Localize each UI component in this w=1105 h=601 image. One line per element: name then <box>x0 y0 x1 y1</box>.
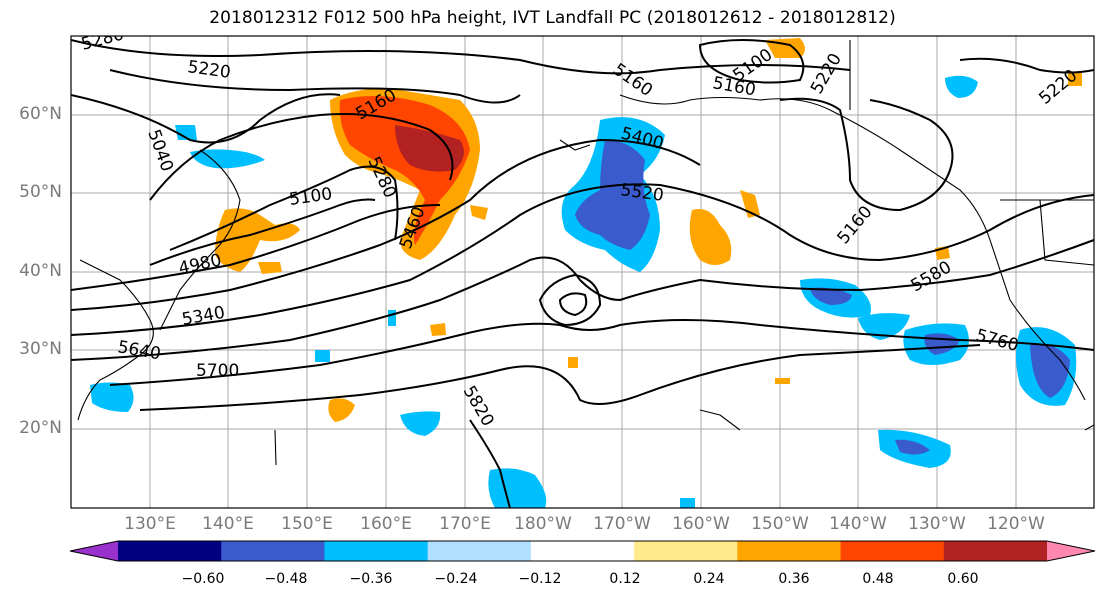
lat-label: 20°N <box>19 418 62 438</box>
lon-label: 150°E <box>281 514 333 534</box>
contour-label: 5700 <box>196 361 239 381</box>
colorbar-tick-label: −0.36 <box>349 571 393 587</box>
colorbar <box>69 540 1096 562</box>
ivt-shading <box>90 38 1082 508</box>
colorbar-tick-label: −0.24 <box>434 571 478 587</box>
colorbar-tick-label: 0.36 <box>778 571 810 587</box>
lat-label: 50°N <box>19 182 62 202</box>
lon-label: 160°W <box>672 514 730 534</box>
lat-label: 40°N <box>19 261 62 281</box>
colorbar-swatch <box>943 541 1048 561</box>
colorbar-tick-label: −0.60 <box>181 571 225 587</box>
colorbar-swatch <box>221 541 325 561</box>
colorbar-tick-label: −0.12 <box>518 571 562 587</box>
colorbar-swatch <box>324 541 429 561</box>
lon-label: 140°E <box>202 514 254 534</box>
colorbar-swatch <box>118 541 222 561</box>
colorbar-tick-label: 0.48 <box>862 571 894 587</box>
map-title: 2018012312 F012 500 hPa height, IVT Land… <box>209 8 896 28</box>
map-border <box>70 35 1095 509</box>
lon-label: 120°W <box>987 514 1045 534</box>
colorbar-tick-label: 0.12 <box>609 571 641 587</box>
lon-label: 170°W <box>593 514 651 534</box>
colorbar-swatch <box>737 541 842 561</box>
colorbar-swatch <box>427 541 532 561</box>
lon-label: 130°W <box>908 514 966 534</box>
colorbar-swatch <box>840 541 945 561</box>
lon-label: 130°E <box>124 514 176 534</box>
lon-label: 150°W <box>751 514 809 534</box>
lon-label: 170°E <box>439 514 491 534</box>
lat-label: 30°N <box>19 339 62 359</box>
colorbar-extend-min <box>70 541 118 561</box>
colorbar-tick-label: 0.24 <box>693 571 725 587</box>
colorbar-swatch <box>530 541 635 561</box>
height-contours <box>71 39 1094 508</box>
lon-label: 140°W <box>829 514 887 534</box>
colorbar-tick-label: −0.48 <box>264 571 308 587</box>
colorbar-tick-label: 0.60 <box>947 571 979 587</box>
colorbar-outline <box>69 540 1096 562</box>
lat-label: 60°N <box>19 104 62 124</box>
lon-label: 160°E <box>360 514 412 534</box>
lon-label: 180°W <box>514 514 572 534</box>
coastlines <box>77 40 1094 466</box>
colorbar-swatch <box>634 541 738 561</box>
colorbar-extend-max <box>1047 541 1095 561</box>
